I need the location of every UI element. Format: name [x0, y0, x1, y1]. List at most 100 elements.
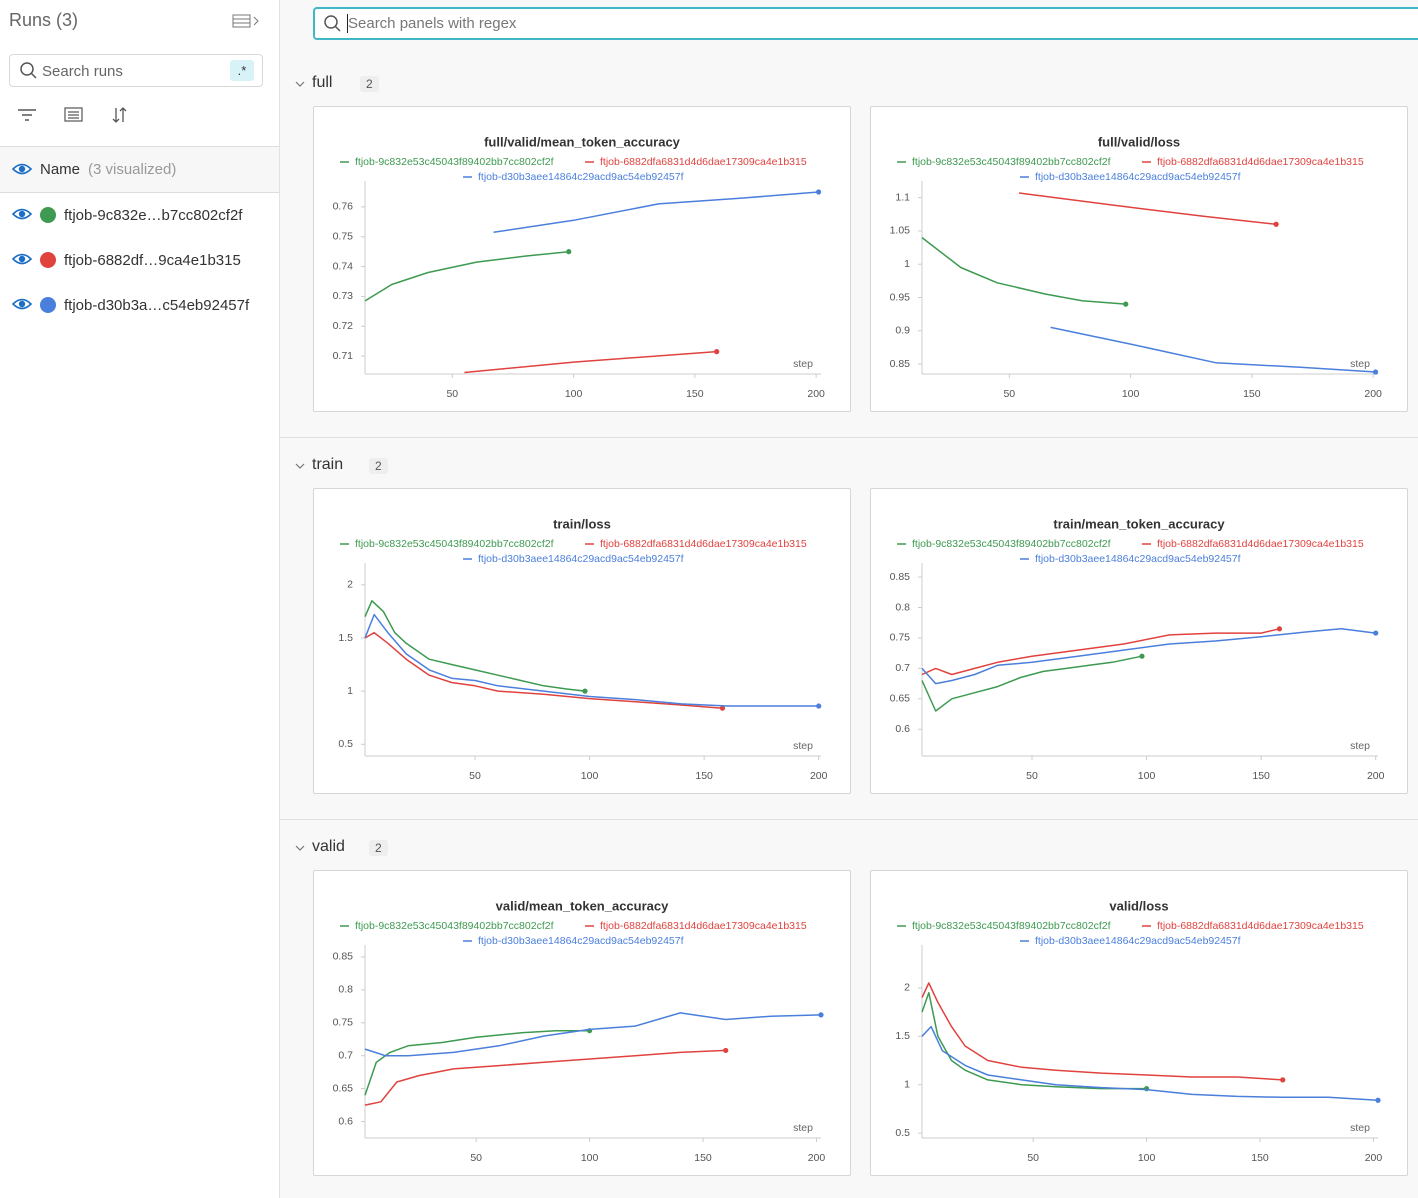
- y-tick-label: 0.75: [890, 632, 911, 644]
- chevron: [294, 842, 306, 854]
- x-tick-label: 50: [1003, 388, 1015, 400]
- run-color[interactable]: [40, 207, 56, 223]
- chart-title: valid/mean_token_accuracy: [496, 898, 669, 913]
- chevron: [294, 460, 306, 472]
- chart: train/lossftjob-9c832e53c45043f89402bb7c…: [314, 489, 850, 793]
- x-tick-label: 50: [446, 388, 458, 400]
- x-tick-label: 200: [810, 770, 828, 782]
- sort-button[interactable]: [113, 108, 126, 122]
- chart-title: full/valid/loss: [1098, 134, 1180, 149]
- panel-search[interactable]: Search panels with regex: [313, 7, 1418, 40]
- chevron: [294, 78, 306, 90]
- series-line: [365, 633, 723, 709]
- series-line: [365, 252, 569, 301]
- y-tick-label: 2: [904, 982, 910, 994]
- series-line: [365, 1013, 821, 1056]
- chart: valid/lossftjob-9c832e53c45043f89402bb7c…: [871, 871, 1407, 1175]
- chevron-path: [296, 82, 304, 86]
- legend-label: ftjob-6882dfa6831d4d6dae17309ca4e1b315: [600, 920, 807, 932]
- x-tick-label: 50: [1027, 1152, 1039, 1164]
- x-tick-label: 100: [565, 388, 583, 400]
- sidebar: Runs (3) Search runs .* Name (3 visualiz…: [0, 0, 280, 1198]
- series-line: [922, 238, 1126, 305]
- series-end-dot: [816, 703, 821, 708]
- series-line: [1051, 327, 1376, 372]
- chart: train/mean_token_accuracy ftjob-9c832e53c…: [871, 489, 1407, 793]
- x-tick-label: 150: [1252, 770, 1270, 782]
- x-tick-label: 200: [1367, 770, 1385, 782]
- section-divider: [280, 819, 1418, 820]
- chart-panel: train/lossftjob-9c832e53c45043f89402bb7c…: [313, 488, 851, 794]
- section-count: 2: [369, 458, 388, 474]
- legend-label: ftjob-d30b3aee14864c29acd9ac54eb92457f: [478, 553, 684, 565]
- eye-icon[interactable]: [12, 161, 34, 177]
- runs-title: Runs (3): [9, 10, 78, 31]
- run-color[interactable]: [40, 297, 56, 313]
- y-tick-label: 0.8: [895, 601, 910, 613]
- run-search[interactable]: Search runs .*: [9, 54, 263, 87]
- series-line: [494, 192, 819, 232]
- y-tick-label: 0.9: [895, 325, 910, 337]
- table-toggle[interactable]: [232, 13, 262, 29]
- x-tick-label: 200: [1365, 1152, 1383, 1164]
- x-axis-label: step: [793, 740, 813, 752]
- y-tick-label: 0.65: [890, 693, 911, 705]
- series-end-dot: [1139, 654, 1144, 659]
- y-tick-label: 0.76: [333, 201, 354, 213]
- search-icon: [324, 15, 342, 33]
- run-row[interactable]: ftjob-9c832e…b7cc802cf2f: [0, 203, 279, 227]
- series-line: [922, 629, 1280, 675]
- name-label: Name: [40, 161, 80, 178]
- y-tick-label: 0.85: [890, 571, 911, 583]
- series-end-dot: [723, 1048, 728, 1053]
- y-tick-label: 0.72: [333, 320, 354, 332]
- run-icons: [12, 251, 62, 271]
- series-line: [464, 352, 716, 373]
- legend-label: ftjob-9c832e53c45043f89402bb7cc802cf2f: [912, 538, 1111, 550]
- y-tick-label: 1: [904, 1079, 910, 1091]
- group-button[interactable]: [65, 108, 82, 121]
- run-color[interactable]: [40, 252, 56, 268]
- regex-toggle[interactable]: .*: [230, 60, 254, 81]
- x-tick-label: 100: [1138, 1152, 1156, 1164]
- y-tick-label: 1.5: [895, 1030, 910, 1042]
- y-tick-label: 0.65: [333, 1082, 354, 1094]
- series-end-dot: [1123, 302, 1128, 307]
- legend-label: ftjob-d30b3aee14864c29acd9ac54eb92457f: [478, 171, 684, 183]
- section-title: full: [312, 74, 332, 92]
- x-tick-label: 50: [1026, 770, 1038, 782]
- x-tick-label: 200: [808, 1152, 826, 1164]
- series-line: [365, 1050, 726, 1105]
- chart-title: train/mean_token_accuracy: [1053, 516, 1225, 531]
- section-count: 2: [360, 76, 379, 92]
- eye-pupil: [19, 301, 25, 307]
- y-tick-label: 0.75: [333, 1017, 354, 1029]
- chevron-path: [296, 846, 304, 850]
- chart-panel: valid/lossftjob-9c832e53c45043f89402bb7c…: [870, 870, 1408, 1176]
- workspace: Search panels with regex full 2 full/valid…: [280, 0, 1418, 1198]
- legend-label: ftjob-6882dfa6831d4d6dae17309ca4e1b315: [1157, 156, 1364, 168]
- series-line: [922, 1027, 1378, 1101]
- search-placeholder: Search runs: [42, 63, 123, 80]
- series-end-dot: [1373, 369, 1378, 374]
- legend-label: ftjob-9c832e53c45043f89402bb7cc802cf2f: [912, 156, 1111, 168]
- x-tick-label: 50: [470, 1152, 482, 1164]
- run-row[interactable]: ftjob-d30b3a…c54eb92457f: [0, 293, 279, 317]
- series-end-dot: [1373, 630, 1378, 635]
- run-row[interactable]: ftjob-6882df…9ca4e1b315: [0, 248, 279, 272]
- y-tick-label: 2: [347, 579, 353, 591]
- visualized-count: (3 visualized): [88, 161, 176, 178]
- y-tick-label: 1: [904, 258, 910, 270]
- series-end-dot: [1277, 626, 1282, 631]
- chart-panel: train/mean_token_accuracy ftjob-9c832e53c…: [870, 488, 1408, 794]
- filter-button[interactable]: [18, 110, 36, 120]
- legend-label: ftjob-9c832e53c45043f89402bb7cc802cf2f: [912, 920, 1111, 932]
- x-tick-label: 200: [1364, 388, 1382, 400]
- legend-label: ftjob-9c832e53c45043f89402bb7cc802cf2f: [355, 156, 554, 168]
- x-axis-label: step: [793, 1122, 813, 1134]
- run-icons: [12, 206, 62, 226]
- run-name: ftjob-6882df…9ca4e1b315: [64, 252, 241, 269]
- series-end-dot: [1274, 222, 1279, 227]
- y-tick-label: 1.05: [890, 225, 911, 237]
- run-name: ftjob-9c832e…b7cc802cf2f: [64, 207, 242, 224]
